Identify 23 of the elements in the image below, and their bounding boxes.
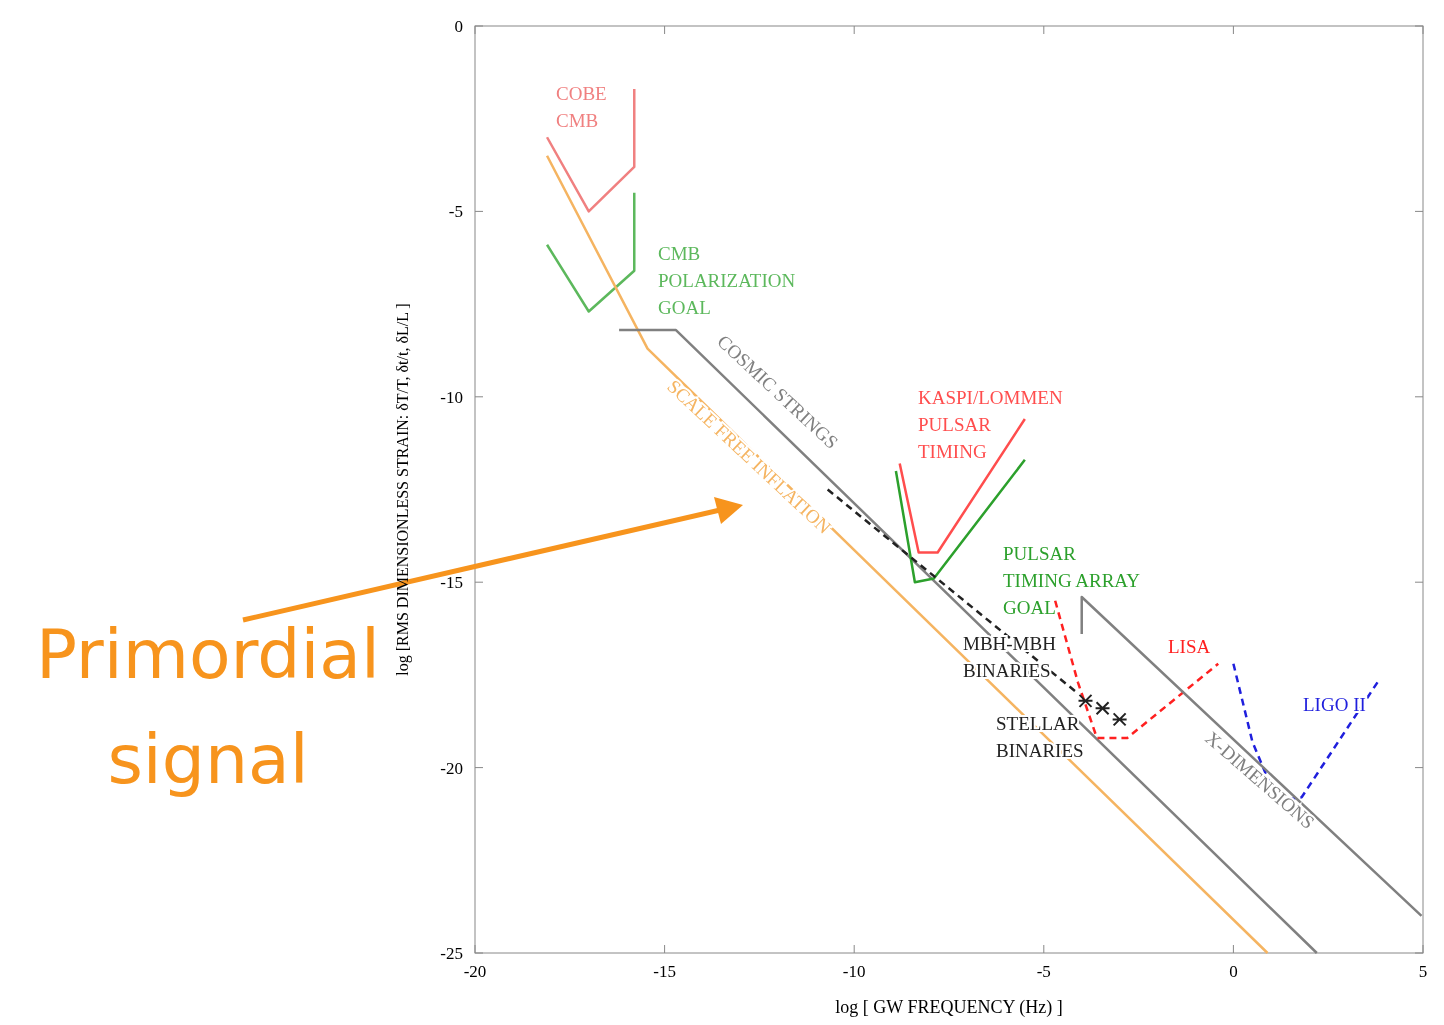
series-label: KASPI/LOMMEN PULSAR TIMING <box>918 387 1063 462</box>
x-tick-label: -10 <box>842 962 866 981</box>
x-tick-label: -15 <box>653 962 676 981</box>
y-tick-label: 0 <box>454 16 463 36</box>
x-tick-label: 0 <box>1229 962 1238 981</box>
series-label: COBE CMB <box>556 83 607 131</box>
y-tick-label: -25 <box>440 943 463 963</box>
y-tick-label: -5 <box>448 202 463 222</box>
line-series <box>545 191 636 313</box>
x-tick-label: 5 <box>1418 962 1428 981</box>
x-tick-label: -5 <box>1036 962 1051 981</box>
text: Primordial signal <box>36 615 380 799</box>
y-tick-label: -20 <box>440 758 463 778</box>
x-tick-label: -20 <box>463 962 487 981</box>
y-tick-label: -15 <box>440 573 463 593</box>
y-axis-title: log [RMS DIMENSIONLESS STRAIN: δT/T, δt/t, δL/L ] <box>394 303 412 676</box>
line-series <box>545 87 636 213</box>
series-label: PULSAR TIMING ARRAY GOAL <box>1003 543 1141 618</box>
y-tick-label: -10 <box>440 387 463 407</box>
x-axis-title: log [ GW FREQUENCY (Hz) ] <box>835 997 1063 1018</box>
series-label: CMB POLARIZATION GOAL <box>658 243 796 318</box>
series-label: LISA <box>1168 636 1211 657</box>
series-label: LIGO II <box>1303 694 1366 715</box>
